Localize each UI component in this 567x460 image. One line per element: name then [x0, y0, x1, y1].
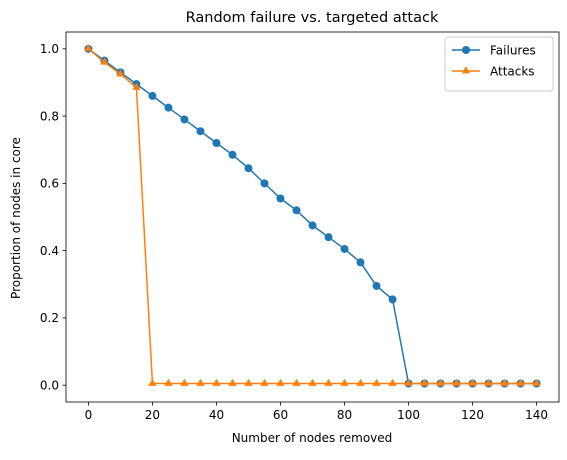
data-point-attacks — [484, 378, 493, 386]
data-point-attacks — [532, 378, 541, 386]
data-point-attacks — [372, 378, 381, 386]
data-point-attacks — [180, 378, 189, 386]
series-failures — [84, 44, 541, 388]
chart-title: Random failure vs. targeted attack — [186, 10, 439, 26]
data-point-failures — [356, 258, 365, 267]
legend-marker — [462, 46, 470, 54]
y-tick-label: 0.2 — [40, 311, 59, 325]
data-point-attacks — [516, 378, 525, 386]
y-tick-label: 0.8 — [40, 109, 59, 123]
data-point-failures — [180, 115, 189, 124]
data-point-failures — [164, 103, 173, 112]
legend-label: Failures — [490, 43, 536, 57]
legend-marker — [461, 66, 471, 74]
axis-ticks: 0 20 40 60 80 100 120 140 0.0 0.2 0.4 0.6 0.8 1.0 — [40, 42, 548, 422]
data-point-failures — [212, 139, 221, 147]
data-point-attacks — [276, 378, 285, 386]
series-attacks — [84, 44, 541, 386]
y-axis-label: Proportion of nodes in core — [9, 137, 23, 299]
data-point-failures — [340, 244, 349, 253]
data-point-failures — [308, 221, 317, 230]
data-point-failures — [372, 281, 381, 290]
x-tick-label: 100 — [397, 408, 420, 422]
data-point-attacks — [212, 378, 221, 386]
data-point-attacks — [324, 378, 333, 386]
data-point-attacks — [308, 378, 317, 386]
data-point-failures — [260, 179, 269, 188]
x-tick-label: 60 — [273, 408, 288, 422]
x-tick-label: 0 — [85, 408, 93, 422]
data-point-attacks — [452, 378, 461, 386]
data-point-attacks — [228, 378, 237, 386]
legend-entry-failures: Failures — [452, 43, 536, 57]
data-point-attacks — [244, 378, 253, 386]
data-point-failures — [324, 233, 333, 242]
y-tick-label: 0.6 — [40, 177, 59, 191]
legend-label: Attacks — [490, 64, 535, 78]
y-tick-label: 0.4 — [40, 244, 59, 258]
data-point-attacks — [292, 378, 301, 386]
x-axis-label: Number of nodes removed — [232, 431, 393, 445]
x-tick-label: 120 — [461, 408, 484, 422]
data-point-attacks — [340, 378, 349, 386]
y-tick-label: 0.0 — [40, 378, 59, 392]
series-line-failures — [87, 48, 537, 385]
y-tick-label: 1.0 — [40, 42, 59, 56]
data-point-attacks — [500, 378, 509, 386]
data-point-attacks — [148, 378, 157, 386]
data-point-attacks — [132, 82, 141, 90]
data-point-attacks — [404, 378, 413, 386]
data-point-failures — [196, 127, 205, 136]
x-tick-label: 140 — [525, 408, 548, 422]
data-point-failures — [244, 164, 253, 173]
data-point-attacks — [100, 57, 109, 65]
legend-entry-attacks: Attacks — [452, 64, 535, 78]
data-point-attacks — [436, 378, 445, 386]
data-point-attacks — [468, 378, 477, 386]
data-point-attacks — [260, 378, 269, 386]
x-tick-label: 20 — [145, 408, 160, 422]
data-point-failures — [228, 150, 237, 159]
data-point-failures — [388, 295, 397, 304]
data-point-attacks — [196, 378, 205, 386]
data-point-attacks — [420, 378, 429, 386]
x-tick-label: 40 — [209, 408, 224, 422]
series-group — [84, 44, 541, 388]
data-point-failures — [276, 194, 285, 203]
data-point-attacks — [164, 378, 173, 386]
data-point-failures — [292, 206, 301, 215]
data-point-failures — [148, 91, 157, 100]
legend: Failures Attacks — [444, 36, 554, 92]
data-point-attacks — [116, 69, 125, 77]
data-point-attacks — [356, 378, 365, 386]
plot-frame — [65, 31, 560, 403]
x-tick-label: 80 — [337, 408, 352, 422]
data-point-attacks — [388, 378, 397, 386]
data-point-attacks — [84, 44, 93, 52]
